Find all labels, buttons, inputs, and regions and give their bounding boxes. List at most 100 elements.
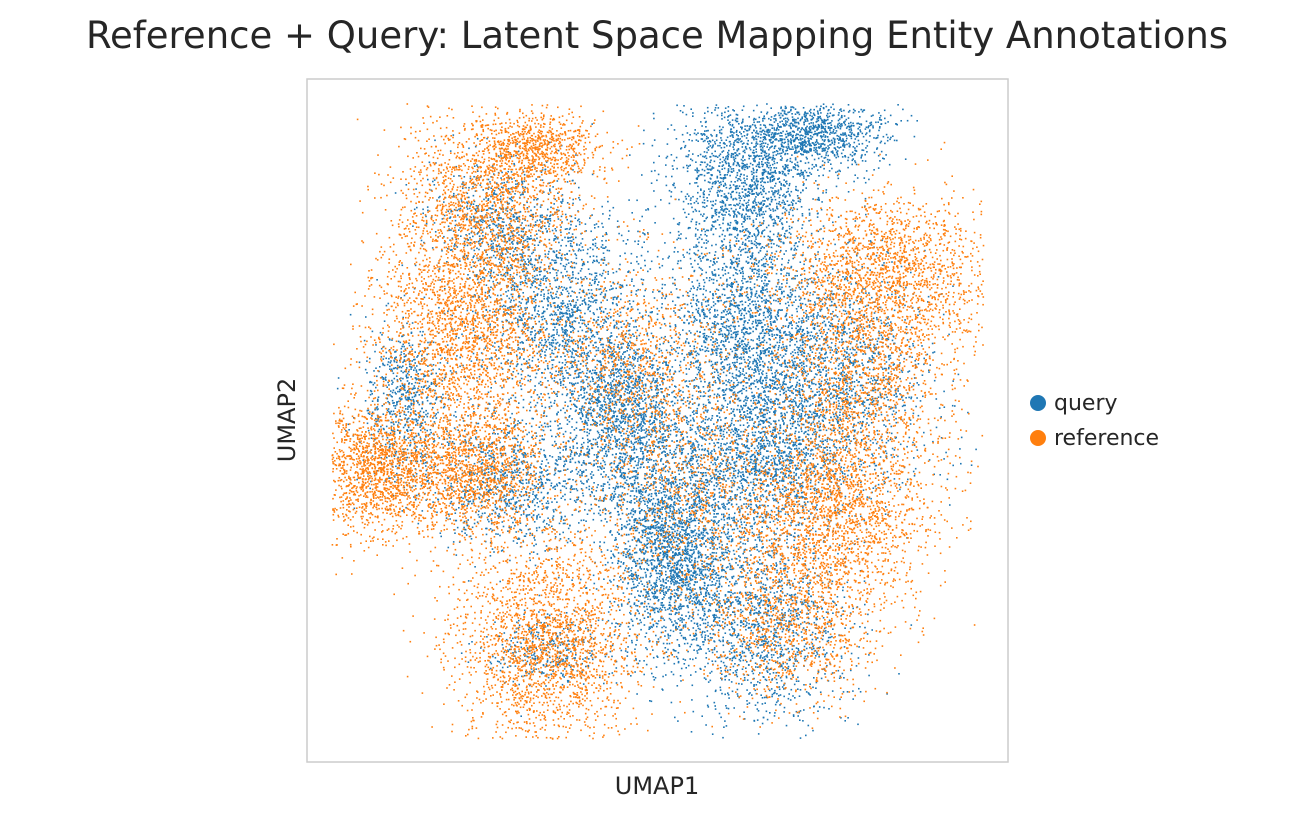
- scatter-point: [598, 390, 600, 393]
- scatter-point: [626, 500, 629, 503]
- scatter-point: [582, 249, 585, 251]
- scatter-point: [673, 589, 676, 591]
- scatter-point: [585, 303, 587, 306]
- scatter-point: [641, 429, 643, 431]
- scatter-point: [629, 460, 632, 463]
- scatter-point: [620, 375, 623, 377]
- scatter-point: [639, 466, 642, 469]
- scatter-point: [580, 346, 582, 348]
- scatter-point: [631, 427, 634, 430]
- scatter-point: [650, 458, 653, 461]
- scatter-point: [645, 605, 648, 608]
- scatter-point: [548, 193, 550, 195]
- scatter-point: [633, 370, 636, 373]
- scatter-point: [641, 536, 644, 539]
- scatter-point: [540, 278, 542, 280]
- scatter-point: [660, 564, 663, 566]
- scatter-point: [645, 517, 647, 520]
- scatter-point: [501, 320, 503, 323]
- scatter-point: [509, 308, 512, 311]
- scatter-point: [653, 483, 655, 485]
- scatter-point: [621, 421, 623, 423]
- scatter-point: [639, 413, 641, 415]
- scatter-point: [678, 486, 681, 488]
- scatter-point: [497, 309, 500, 311]
- scatter-point: [637, 426, 640, 428]
- scatter-point: [620, 416, 623, 419]
- scatter-point: [711, 624, 713, 626]
- scatter-point: [592, 318, 595, 321]
- scatter-point: [643, 374, 646, 377]
- scatter-point: [590, 406, 592, 409]
- scatter-point: [683, 397, 685, 399]
- scatter-point: [711, 576, 713, 579]
- scatter-point: [612, 498, 615, 500]
- scatter-point: [640, 278, 643, 281]
- scatter-point: [628, 354, 630, 356]
- scatter-point: [615, 379, 617, 382]
- scatter-point: [585, 378, 588, 381]
- scatter-point: [586, 424, 589, 426]
- scatter-point: [497, 345, 500, 348]
- scatter-point: [655, 359, 658, 362]
- scatter-point: [565, 263, 568, 266]
- scatter-point: [694, 671, 697, 673]
- scatter-point: [624, 567, 627, 569]
- scatter-point: [700, 537, 703, 540]
- scatter-point: [655, 622, 658, 625]
- scatter-point: [693, 473, 695, 476]
- scatter-point: [637, 600, 640, 602]
- scatter-point: [580, 409, 582, 412]
- scatter-point: [635, 471, 637, 473]
- scatter-point: [618, 401, 621, 403]
- scatter-point: [598, 396, 600, 398]
- scatter-point: [613, 325, 615, 328]
- scatter-point: [711, 597, 713, 599]
- scatter-point: [652, 543, 654, 546]
- scatter-point: [608, 426, 610, 429]
- scatter-point: [633, 409, 636, 411]
- scatter-point: [522, 292, 524, 294]
- scatter-point: [660, 589, 662, 591]
- scatter-point: [579, 326, 582, 328]
- scatter-point: [636, 477, 639, 480]
- scatter-point: [698, 465, 700, 467]
- scatter-point: [624, 477, 626, 479]
- scatter-point: [605, 450, 607, 453]
- scatter-point: [658, 570, 661, 572]
- scatter-point: [534, 334, 536, 337]
- scatter-point: [690, 591, 693, 593]
- scatter-point: [598, 337, 600, 340]
- scatter-point: [661, 303, 663, 305]
- scatter-point: [586, 367, 588, 370]
- scatter-point: [551, 334, 554, 337]
- scatter-point: [658, 526, 661, 529]
- scatter-point: [652, 497, 655, 500]
- scatter-point: [579, 578, 582, 581]
- scatter-point: [638, 491, 640, 493]
- scatter-point: [549, 262, 552, 265]
- scatter-point: [601, 272, 604, 275]
- scatter-point: [629, 375, 632, 378]
- scatter-point: [610, 410, 613, 412]
- scatter-point: [582, 462, 584, 464]
- scatter-point: [571, 470, 573, 472]
- scatter-point: [665, 465, 667, 467]
- scatter-point: [622, 405, 625, 408]
- scatter-point: [540, 384, 542, 386]
- scatter-point: [592, 261, 594, 264]
- scatter-point: [634, 357, 636, 360]
- scatter-point: [672, 404, 674, 407]
- scatter-point: [670, 609, 672, 612]
- scatter-point: [685, 533, 688, 536]
- scatter-point: [532, 298, 535, 300]
- scatter-point: [489, 309, 491, 312]
- scatter-point: [650, 493, 653, 495]
- scatter-point: [582, 471, 585, 473]
- scatter-point: [564, 304, 566, 307]
- scatter-point: [620, 234, 623, 237]
- scatter-point: [596, 443, 598, 446]
- scatter-point: [587, 303, 590, 306]
- scatter-point: [595, 223, 598, 225]
- scatter-point: [644, 503, 646, 505]
